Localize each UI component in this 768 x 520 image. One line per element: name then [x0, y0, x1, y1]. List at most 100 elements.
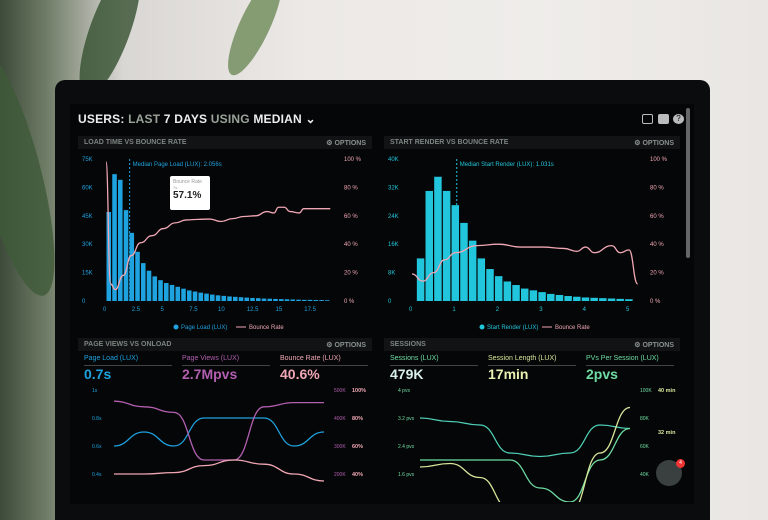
metric-value: 2.7Mpvs	[182, 366, 238, 382]
metric-bounce-rate: Bounce Rate (LUX) 40.6%	[280, 355, 368, 382]
histogram-bar	[175, 286, 181, 301]
y-tick-label: 40K	[388, 157, 399, 163]
title-last: LAST	[128, 112, 161, 126]
histogram-bar	[238, 297, 244, 301]
y2-tick-label: 80 %	[344, 185, 358, 191]
x-tick-label: 10	[218, 307, 225, 313]
title-stat: MEDIAN	[253, 112, 302, 126]
panel-load-time: LOAD TIME VS BOUNCE RATE ⚙ OPTIONS 0 15K 30…	[78, 136, 372, 350]
y-tick-label: 0.4s	[92, 472, 102, 478]
panel-sessions: SESSIONS ⚙ OPTIONS Sessions (LUX) 479K Ses…	[384, 338, 680, 504]
histogram-bar	[123, 210, 129, 301]
histogram-bar	[607, 298, 616, 301]
options-button[interactable]: ⚙ OPTIONS	[634, 342, 674, 349]
title-using: USING	[210, 112, 250, 126]
y-tick-label: 8K	[388, 271, 395, 277]
histogram-bar	[187, 290, 192, 301]
histogram-bar	[319, 300, 324, 301]
histogram-bar	[158, 280, 163, 301]
options-button[interactable]: ⚙ OPTIONS	[326, 342, 366, 349]
histogram-bar	[244, 297, 250, 301]
y3-tick-label: 40%	[352, 472, 363, 478]
histogram-bar	[215, 295, 221, 301]
histogram-bar	[146, 270, 152, 301]
series-line	[419, 406, 631, 504]
histogram-bar	[434, 176, 442, 301]
histogram-bar	[267, 298, 273, 301]
y2-tick-label: 100K	[640, 388, 652, 394]
metric-label: Page Load (LUX)	[84, 355, 172, 366]
x-tick-label: 7.5	[189, 307, 198, 313]
metric-label: Bounce Rate (LUX)	[280, 355, 368, 366]
y2-tick-label: 80 %	[650, 185, 664, 191]
histogram-bar	[141, 263, 146, 301]
histogram-bar	[204, 293, 209, 301]
histogram-bar	[477, 258, 486, 301]
tooltip-label: Bounce Rate	[173, 179, 202, 185]
series-line	[113, 400, 324, 461]
y-tick-label: 2.4 pvs	[398, 444, 415, 450]
options-button[interactable]: ⚙ OPTIONS	[326, 140, 366, 147]
tooltip-sub: 7s	[173, 185, 178, 190]
y3-tick-label: 80%	[352, 416, 363, 422]
x-tick-label: 3	[539, 307, 543, 313]
legend-label: Page Load (LUX)	[181, 325, 227, 331]
y2-tick-label: 80K	[640, 416, 650, 422]
y-tick-label: 75K	[82, 157, 93, 163]
histogram-bar	[261, 298, 267, 301]
x-tick-label: 2.5	[132, 307, 141, 313]
y2-tick-label: 20 %	[650, 271, 664, 277]
y2-tick-label: 200K	[334, 472, 346, 478]
histogram-bar	[564, 296, 572, 301]
histogram-bar	[192, 291, 198, 301]
metric-page-views: Page Views (LUX) 2.7Mpvs	[182, 355, 270, 382]
metric-value: 0.7s	[84, 366, 112, 382]
legend-label: Bounce Rate	[249, 325, 284, 331]
histogram-bar	[494, 276, 503, 301]
histogram-bar	[573, 296, 581, 301]
series-line	[419, 417, 631, 458]
y2-tick-label: 0 %	[344, 299, 355, 305]
plant-leaf	[218, 0, 292, 82]
dashboard-screen: USERS: LAST 7 DAYS USING MEDIAN ⌄ ? LOAD…	[70, 104, 694, 504]
histogram-bar	[307, 299, 313, 301]
histogram-bar	[599, 298, 607, 301]
y3-tick-label: 32 min	[658, 430, 676, 436]
histogram-bar	[442, 190, 451, 301]
x-tick-label: 1	[452, 307, 456, 313]
histogram-bar	[538, 292, 546, 301]
share-icon[interactable]	[658, 114, 669, 124]
histogram-bar	[118, 179, 123, 301]
metric-label: Page Views (LUX)	[182, 355, 270, 366]
scrollbar[interactable]	[686, 108, 690, 258]
y-tick-label: 4 pvs	[398, 388, 410, 394]
x-tick-label: 12.5	[247, 307, 259, 313]
x-tick-label: 15	[276, 307, 283, 313]
median-label: Median Page Load (LUX): 2.056s	[133, 162, 222, 168]
options-label: OPTIONS	[334, 342, 366, 349]
panel-title: PAGE VIEWS VS ONLOAD	[84, 341, 172, 348]
panel-page-views: PAGE VIEWS VS ONLOAD ⚙ OPTIONS Page Load …	[78, 338, 372, 504]
y-tick-label: 0.6s	[92, 444, 102, 450]
options-label: OPTIONS	[642, 342, 674, 349]
help-icon[interactable]: ?	[673, 114, 684, 124]
options-button[interactable]: ⚙ OPTIONS	[634, 140, 674, 147]
y-tick-label: 0.8s	[92, 416, 102, 422]
histogram-bar	[135, 251, 140, 301]
panel-title: START RENDER VS BOUNCE RATE	[390, 139, 509, 146]
x-tick-label: 0	[103, 307, 107, 313]
histogram-bar	[313, 300, 319, 301]
histogram-bar	[325, 300, 330, 301]
histogram-bar	[296, 299, 301, 301]
y2-tick-label: 300K	[334, 444, 346, 450]
monitor-icon[interactable]	[642, 114, 653, 124]
metric-label: Session Length (LUX)	[488, 355, 576, 366]
y-tick-label: 60K	[82, 185, 93, 191]
histogram-bar	[625, 299, 633, 301]
y-tick-label: 15K	[82, 271, 93, 277]
histogram-bar	[198, 292, 204, 301]
panel-title: LOAD TIME VS BOUNCE RATE	[84, 139, 187, 146]
histogram-bar	[181, 288, 186, 301]
page-title[interactable]: USERS: LAST 7 DAYS USING MEDIAN ⌄	[78, 112, 316, 126]
metric-label: Sessions (LUX)	[390, 355, 478, 366]
